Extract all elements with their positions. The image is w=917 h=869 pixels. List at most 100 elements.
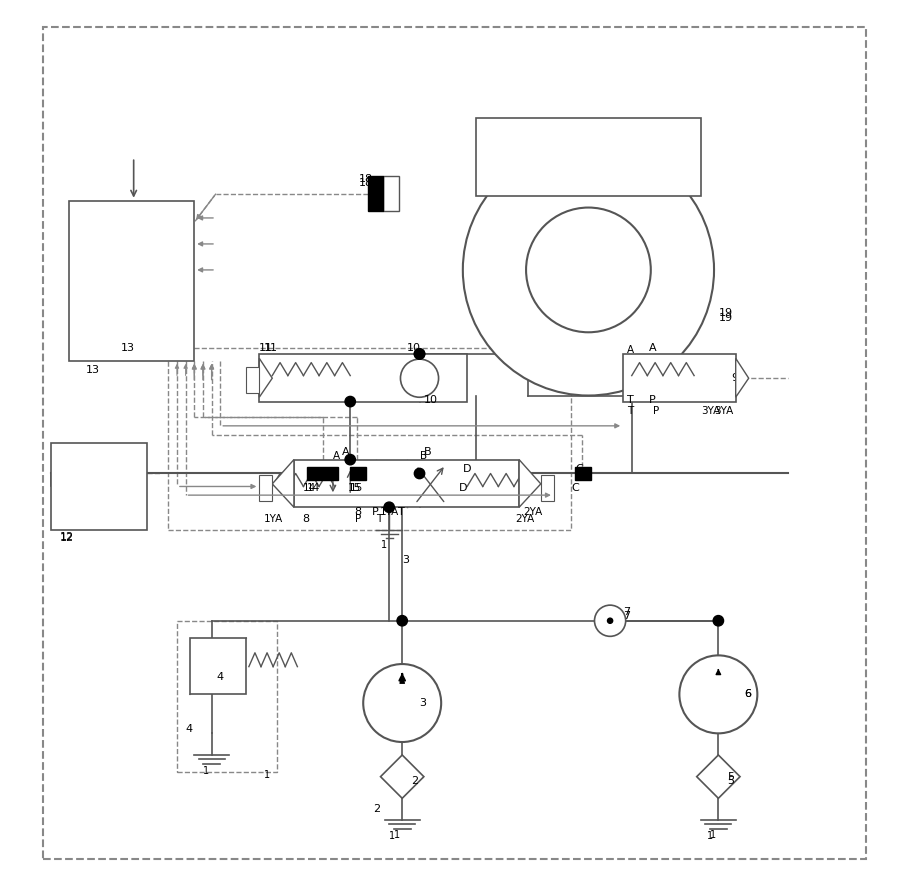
Circle shape xyxy=(397,615,407,626)
Polygon shape xyxy=(697,755,740,799)
Text: 3YA: 3YA xyxy=(714,406,734,416)
Text: 11: 11 xyxy=(260,343,273,353)
Circle shape xyxy=(414,348,425,359)
Text: 2YA: 2YA xyxy=(524,507,543,517)
Text: P: P xyxy=(649,395,656,405)
Bar xyxy=(623,354,735,401)
Text: 19: 19 xyxy=(718,308,733,318)
Circle shape xyxy=(526,208,651,332)
Text: P: P xyxy=(372,507,379,517)
Circle shape xyxy=(463,144,714,395)
Text: T: T xyxy=(376,514,382,523)
Bar xyxy=(576,467,591,481)
Text: 10: 10 xyxy=(424,395,437,405)
Polygon shape xyxy=(735,358,748,397)
Text: 4: 4 xyxy=(216,672,223,682)
Text: 19: 19 xyxy=(718,313,733,322)
Bar xyxy=(190,638,247,694)
Bar xyxy=(177,620,277,773)
Circle shape xyxy=(384,502,394,513)
Text: 8: 8 xyxy=(355,507,361,517)
Bar xyxy=(476,118,701,196)
Text: 2: 2 xyxy=(411,776,418,786)
Text: P: P xyxy=(355,514,360,523)
Text: 10: 10 xyxy=(406,343,421,353)
Text: 8: 8 xyxy=(303,514,310,523)
Text: 9: 9 xyxy=(732,373,738,383)
Text: 5: 5 xyxy=(727,772,734,781)
Bar xyxy=(368,176,383,211)
Text: 14: 14 xyxy=(307,483,320,494)
Text: 2: 2 xyxy=(373,804,381,813)
Polygon shape xyxy=(519,460,541,507)
Text: 3: 3 xyxy=(419,698,426,708)
Circle shape xyxy=(401,359,438,397)
Text: 18: 18 xyxy=(359,178,373,189)
Text: B: B xyxy=(424,447,432,457)
Bar xyxy=(383,176,399,211)
Text: 5: 5 xyxy=(727,776,734,786)
Circle shape xyxy=(607,618,613,623)
Text: 1: 1 xyxy=(710,830,716,839)
Text: 6: 6 xyxy=(745,689,751,700)
Text: A: A xyxy=(333,451,340,461)
Text: 1YA: 1YA xyxy=(380,507,399,517)
Text: D: D xyxy=(458,483,467,494)
Text: C: C xyxy=(571,483,579,494)
Text: A: A xyxy=(649,343,657,353)
Circle shape xyxy=(363,664,441,742)
Circle shape xyxy=(345,454,356,465)
Text: P: P xyxy=(654,406,659,416)
Text: C: C xyxy=(576,464,583,474)
Text: 18: 18 xyxy=(359,174,373,184)
Text: 7: 7 xyxy=(623,612,630,621)
Text: 12: 12 xyxy=(60,532,74,541)
Bar xyxy=(260,354,467,401)
Text: 3: 3 xyxy=(403,555,409,565)
Text: 1: 1 xyxy=(389,831,395,840)
Text: 2YA: 2YA xyxy=(514,514,534,523)
Bar xyxy=(350,467,366,481)
Bar xyxy=(51,443,147,530)
Bar xyxy=(294,460,519,507)
Text: D: D xyxy=(463,464,471,474)
Text: 1: 1 xyxy=(393,830,400,839)
Polygon shape xyxy=(260,358,272,397)
Bar xyxy=(169,348,571,530)
Circle shape xyxy=(679,655,757,733)
Text: A: A xyxy=(341,447,349,457)
Text: 1YA: 1YA xyxy=(263,514,282,523)
Circle shape xyxy=(713,615,724,626)
Text: 1: 1 xyxy=(263,770,270,779)
Text: 4: 4 xyxy=(185,724,193,734)
Text: 1: 1 xyxy=(707,831,713,840)
Bar xyxy=(247,367,260,393)
Text: 13: 13 xyxy=(86,364,100,375)
Circle shape xyxy=(414,468,425,479)
Text: A: A xyxy=(627,346,635,355)
Bar xyxy=(260,475,272,501)
Text: 15: 15 xyxy=(348,483,361,494)
Circle shape xyxy=(414,348,425,359)
Text: 6: 6 xyxy=(745,689,751,700)
Polygon shape xyxy=(272,460,294,507)
Text: T: T xyxy=(398,507,404,517)
Text: 7: 7 xyxy=(623,607,630,617)
Text: 13: 13 xyxy=(121,343,135,353)
Text: 14: 14 xyxy=(303,483,315,494)
Circle shape xyxy=(594,605,625,636)
Text: 1: 1 xyxy=(203,766,209,776)
Text: 15: 15 xyxy=(350,483,363,494)
Bar xyxy=(541,475,554,501)
Text: T: T xyxy=(627,395,635,405)
Text: B: B xyxy=(419,451,426,461)
Circle shape xyxy=(345,396,356,407)
Text: 3YA: 3YA xyxy=(701,406,720,416)
Polygon shape xyxy=(381,755,424,799)
Bar xyxy=(307,467,338,481)
Text: 11: 11 xyxy=(263,343,278,353)
Text: 1: 1 xyxy=(381,540,387,549)
Text: 12: 12 xyxy=(60,534,74,543)
Text: T: T xyxy=(627,406,634,416)
Bar xyxy=(69,201,194,361)
